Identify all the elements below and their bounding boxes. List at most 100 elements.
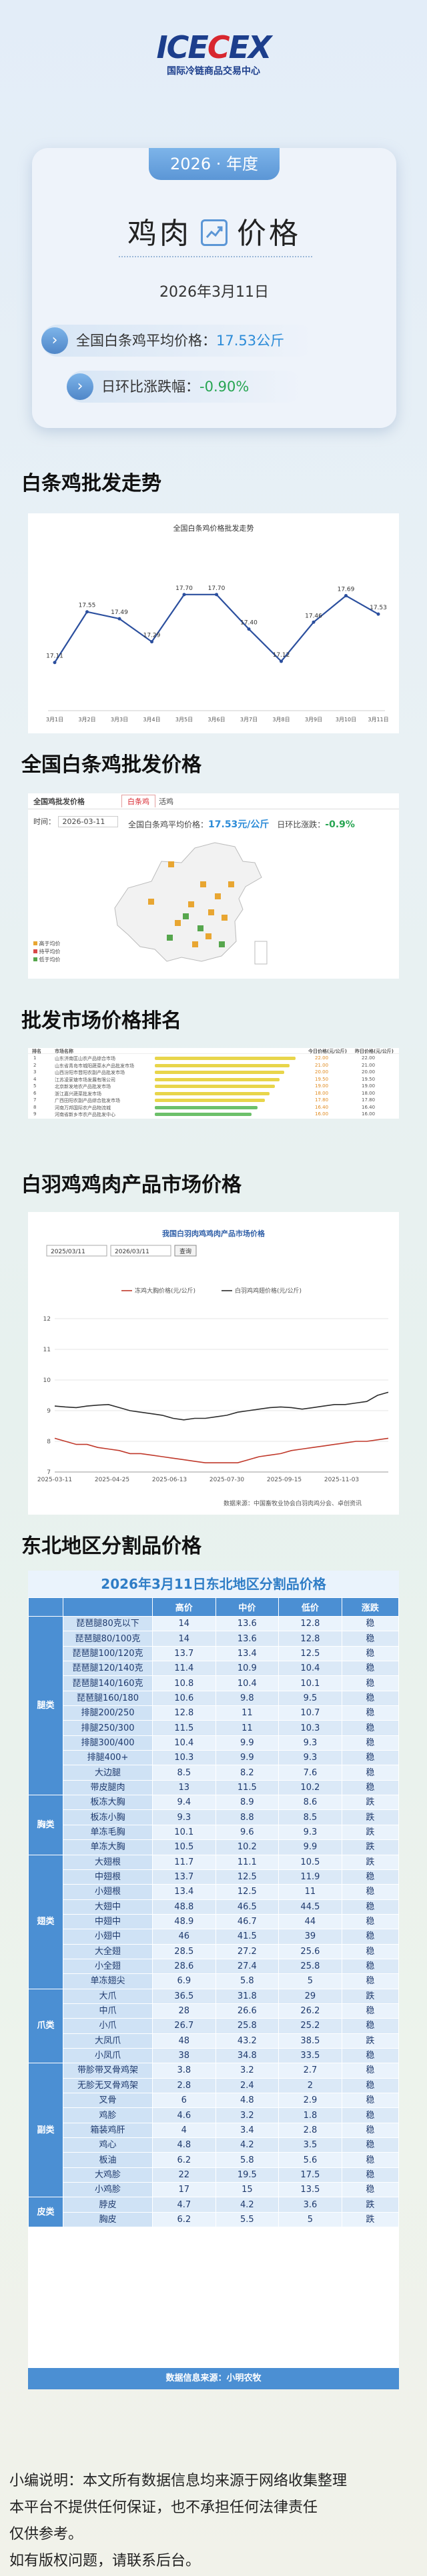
price-cell: 3.2 xyxy=(215,2107,280,2123)
item-name-cell: 胸皮 xyxy=(63,2211,153,2228)
price-cell: 8.2 xyxy=(215,1765,280,1781)
price-cell: 2.8 xyxy=(152,2077,216,2094)
table-row: 中爪 28 26.6 26.2 稳 xyxy=(29,2003,400,2019)
note-line: 仅供参考。 xyxy=(9,2526,83,2543)
note-line: 小编说明：本文所有数据信息均来源于网络收集整理 xyxy=(9,2473,348,2489)
change-cell: 稳 xyxy=(341,2047,400,2064)
legend-high: 高于均价 xyxy=(33,940,61,948)
price-cell: 28 xyxy=(152,2003,216,2019)
market-name: 浙江嘉兴蔬菜批发市场 xyxy=(55,1091,101,1097)
item-name-cell: 大翅根 xyxy=(63,1854,153,1870)
table-row: 小爪 26.7 25.8 25.2 稳 xyxy=(29,2018,400,2034)
y-tick-label: 10 xyxy=(43,1377,51,1384)
price-summary-card: 2026 · 年度 鸡肉 价格 2026年3月11日 › 全国白条鸡平均价格：17… xyxy=(32,148,396,428)
ranking-row: 1 山东济南匡山农产品综合市场 22.00 22.00 xyxy=(28,1055,399,1061)
price-cell: 17.5 xyxy=(278,2167,342,2183)
change-cell: 稳 xyxy=(341,1661,400,1677)
price-cell: 10.5 xyxy=(278,1854,342,1870)
query-button[interactable]: 查询 xyxy=(179,1247,191,1255)
date-from-input[interactable]: 2025/03/11 xyxy=(51,1249,85,1255)
price-cell: 26.6 xyxy=(215,2003,280,2019)
price-cell: 5 xyxy=(278,2211,342,2228)
price-cell: 3.6 xyxy=(278,2197,342,2213)
table-row: 板冻小胸 9.3 8.8 8.5 跌 xyxy=(29,1809,400,1825)
logo-subtitle: 国际冷链商品交易中心 xyxy=(167,66,260,77)
date-filter: 时间： 2026-03-11 xyxy=(33,816,118,827)
change-cell: 稳 xyxy=(341,1929,400,1945)
price-cell: 48.9 xyxy=(152,1913,216,1930)
market-name: 山东省青岛市城阳蔬菜水产品批发市场 xyxy=(55,1063,134,1069)
tab-white-chicken[interactable]: 白条鸡 xyxy=(121,795,155,807)
yesterday-price: 21.00 xyxy=(362,1062,376,1068)
table-row: 板油 6.2 5.8 5.6 稳 xyxy=(29,2152,400,2168)
price-cell: 13.5 xyxy=(278,2182,342,2198)
item-name-cell: 琵琶腿140/160克 xyxy=(63,1675,153,1691)
market-name: 广西田阳农副产品综合批发市场 xyxy=(55,1098,120,1103)
series-line xyxy=(54,1391,389,1421)
yesterday-price: 19.00 xyxy=(362,1083,376,1089)
table-row: 副类 带胗带叉骨鸡架 3.8 3.2 2.7 稳 xyxy=(28,2063,400,2198)
data-label: 17.55 xyxy=(79,603,96,609)
x-tick-label: 3月10日 xyxy=(336,717,356,723)
market-ranking-panel: 排名 市场名称 今日价格(元/公斤) 昨日价格(元/公斤) 1 山东济南匡山农产品… xyxy=(28,1048,399,1119)
legend-label[interactable]: 冻鸡大胸价格(元/公斤) xyxy=(135,1287,195,1295)
item-name-cell: 琵琶腿120/140克 xyxy=(63,1661,153,1677)
ranking-row: 6 浙江嘉兴蔬菜批发市场 18.00 18.00 xyxy=(28,1091,399,1097)
change-cell: 跌 xyxy=(341,1824,400,1841)
data-point xyxy=(150,640,153,644)
price-cell: 5 xyxy=(278,1973,342,1989)
date-to-input[interactable]: 2026/03/11 xyxy=(115,1249,149,1255)
x-tick-label: 2025-11-03 xyxy=(324,1477,359,1483)
item-name-cell: 琵琶腿80/100克 xyxy=(63,1631,153,1647)
y-tick-label: 7 xyxy=(47,1469,51,1476)
trend-chart-icon xyxy=(201,219,228,246)
map-legend: 高于均价 持平均价 低于均价 xyxy=(33,940,61,964)
price-cell: 3.4 xyxy=(215,2122,280,2139)
yesterday-price: 17.80 xyxy=(362,1097,376,1103)
price-cell: 29 xyxy=(278,1988,342,2004)
table-row: 中翅中 48.9 46.7 44 稳 xyxy=(29,1913,400,1930)
item-name-cell: 琵琶腿160/180 xyxy=(63,1690,153,1707)
price-cell: 31.8 xyxy=(215,1988,280,2004)
change-cell: 稳 xyxy=(341,2122,400,2139)
table-row: 中翅根 13.7 12.5 11.9 稳 xyxy=(29,1869,400,1885)
price-cell: 11.5 xyxy=(152,1720,216,1736)
yesterday-price: 19.50 xyxy=(362,1076,376,1082)
price-cell: 17 xyxy=(152,2182,216,2198)
change-cell: 跌 xyxy=(341,1854,400,1870)
category-cell: 胸类 xyxy=(28,1795,63,1855)
rank-number: 2 xyxy=(33,1062,37,1068)
today-price: 19.50 xyxy=(315,1076,329,1082)
item-name-cell: 中爪 xyxy=(63,2003,153,2019)
tab-live-chicken[interactable]: 活鸡 xyxy=(159,797,173,806)
logo-mark: ICECEX xyxy=(156,29,272,65)
header-high-price: 高价 xyxy=(152,1597,216,1617)
price-cell: 11 xyxy=(215,1705,280,1721)
avg-price-label: 全国白条鸡平均价格： xyxy=(76,333,216,349)
item-name-cell: 板冻小胸 xyxy=(63,1809,153,1825)
ranking-row: 7 广西田阳农副产品综合批发市场 17.80 17.80 xyxy=(28,1097,399,1103)
header-mid-price: 中价 xyxy=(215,1597,280,1617)
item-name-cell: 小爪 xyxy=(63,2018,153,2034)
change-cell: 稳 xyxy=(341,1958,400,1975)
price-cell: 13.7 xyxy=(152,1645,216,1662)
table-row: 大全翅 28.5 27.2 25.6 稳 xyxy=(29,1943,400,1959)
data-source: 数据来源：中国畜牧业协会白羽肉鸡分会、卓创资讯 xyxy=(224,1499,362,1507)
change-cell: 稳 xyxy=(341,1899,400,1915)
table-row: 排腿300/400 10.4 9.9 9.3 稳 xyxy=(29,1735,400,1751)
report-date: 2026年3月11日 xyxy=(159,284,269,301)
rank-number: 7 xyxy=(33,1097,37,1103)
rank-number: 5 xyxy=(33,1083,37,1089)
table-row: 胸类 板冻大胸 9.4 8.9 8.6 跌 xyxy=(28,1795,400,1855)
price-cell: 9.3 xyxy=(278,1735,342,1751)
price-cell: 10.7 xyxy=(278,1705,342,1721)
price-cell: 28.6 xyxy=(152,1958,216,1975)
price-cell: 25.2 xyxy=(278,2018,342,2034)
date-input[interactable]: 2026-03-11 xyxy=(57,816,118,827)
price-cell: 12.5 xyxy=(215,1869,280,1885)
white-feather-chart-svg: 我国白羽肉鸡鸡肉产品市场价格 2025/03/11 2026/03/11 查询 … xyxy=(37,1229,389,1507)
legend-label[interactable]: 白羽鸡鸡翅价格(元/公斤) xyxy=(235,1287,302,1295)
map-panel-label: 全国鸡批发价格 xyxy=(33,797,85,806)
market-name: 山西汾阳市晋阳农副产品批发市场 xyxy=(55,1070,125,1075)
series-line xyxy=(54,1437,389,1464)
